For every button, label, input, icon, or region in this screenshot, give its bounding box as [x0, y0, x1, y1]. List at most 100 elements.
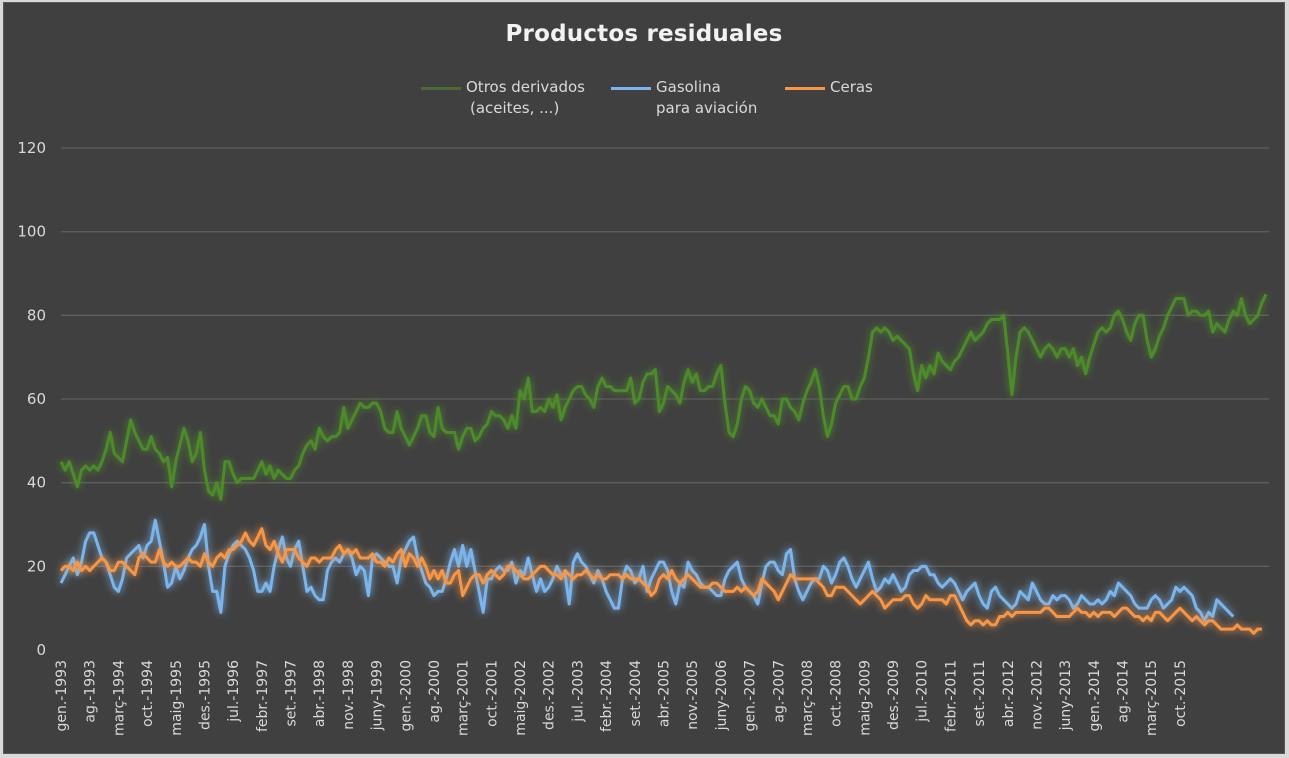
data-point-gasolina-aviacion: [613, 607, 616, 610]
data-point-ceras: [678, 582, 681, 585]
data-point-gasolina-aviacion: [998, 594, 1001, 597]
data-point-otros-derivados: [117, 456, 120, 459]
data-point-ceras: [535, 569, 538, 572]
data-point-otros-derivados: [703, 389, 706, 392]
x-tick-label: juny-1999: [370, 660, 386, 731]
data-point-ceras: [1178, 607, 1181, 610]
data-point-gasolina-aviacion: [834, 573, 837, 576]
legend-label-ceras: Ceras: [830, 78, 873, 96]
data-point-ceras: [580, 573, 583, 576]
data-point-otros-derivados: [416, 427, 419, 430]
data-point-ceras: [1232, 628, 1235, 631]
data-point-otros-derivados: [469, 427, 472, 430]
data-point-ceras: [892, 598, 895, 601]
x-axis-ticks: gen.-1993 ag.-1993 març-1994 oct.-1994 maig-…: [54, 660, 1189, 736]
data-point-ceras: [1117, 611, 1120, 614]
data-point-otros-derivados: [178, 444, 181, 447]
data-point-otros-derivados: [814, 368, 817, 371]
data-point-ceras: [228, 548, 231, 551]
data-point-otros-derivados: [908, 347, 911, 350]
data-point-otros-derivados: [391, 431, 394, 434]
data-point-gasolina-aviacion: [391, 565, 394, 568]
data-point-ceras: [64, 565, 67, 568]
data-point-gasolina-aviacion: [867, 561, 870, 564]
data-point-ceras: [531, 573, 534, 576]
data-point-otros-derivados: [1187, 314, 1190, 317]
data-point-ceras: [941, 598, 944, 601]
data-point-otros-derivados: [576, 385, 579, 388]
data-point-otros-derivados: [613, 389, 616, 392]
data-point-gasolina-aviacion: [596, 569, 599, 572]
data-point-otros-derivados: [551, 406, 554, 409]
data-point-ceras: [379, 561, 382, 564]
data-point-ceras: [875, 594, 878, 597]
data-point-otros-derivados: [1014, 356, 1017, 359]
data-point-otros-derivados: [904, 343, 907, 346]
data-point-gasolina-aviacion: [1166, 602, 1169, 605]
data-point-gasolina-aviacion: [838, 561, 841, 564]
x-tick-label: gen.-2000: [398, 660, 414, 732]
data-point-ceras: [457, 569, 460, 572]
x-tick-label: març-2015: [1144, 660, 1160, 736]
data-point-ceras: [846, 590, 849, 593]
data-point-ceras: [1248, 628, 1251, 631]
data-point-gasolina-aviacion: [1047, 602, 1050, 605]
data-point-otros-derivados: [1072, 347, 1075, 350]
legend-swatch-gasolina: [611, 87, 651, 90]
data-point-otros-derivados: [543, 410, 546, 413]
data-point-otros-derivados: [387, 431, 390, 434]
data-point-otros-derivados: [383, 427, 386, 430]
data-point-ceras: [904, 594, 907, 597]
data-point-gasolina-aviacion: [1096, 598, 1099, 601]
data-point-otros-derivados: [924, 377, 927, 380]
data-point-otros-derivados: [1154, 347, 1157, 350]
data-point-gasolina-aviacion: [666, 569, 669, 572]
data-point-ceras: [527, 577, 530, 580]
data-point-otros-derivados: [1162, 326, 1165, 329]
data-point-otros-derivados: [432, 435, 435, 438]
data-point-gasolina-aviacion: [810, 582, 813, 585]
data-point-ceras: [994, 623, 997, 626]
data-point-otros-derivados: [1137, 314, 1140, 317]
data-point-otros-derivados: [1006, 351, 1009, 354]
data-point-otros-derivados: [437, 406, 440, 409]
data-point-gasolina-aviacion: [80, 561, 83, 564]
data-point-ceras: [125, 565, 128, 568]
data-point-ceras: [588, 573, 591, 576]
data-point-otros-derivados: [695, 372, 698, 375]
data-point-ceras: [437, 577, 440, 580]
data-point-otros-derivados: [244, 477, 247, 480]
data-point-gasolina-aviacion: [182, 569, 185, 572]
data-point-gasolina-aviacion: [1080, 594, 1083, 597]
data-point-gasolina-aviacion: [1055, 598, 1058, 601]
data-point-otros-derivados: [141, 448, 144, 451]
data-point-otros-derivados: [1105, 331, 1108, 334]
data-point-otros-derivados: [408, 444, 411, 447]
data-point-gasolina-aviacion: [166, 586, 169, 589]
data-point-ceras: [207, 561, 210, 564]
data-point-otros-derivados: [797, 418, 800, 421]
x-tick-label: oct.-2008: [829, 660, 845, 727]
data-point-gasolina-aviacion: [305, 590, 308, 593]
data-point-gasolina-aviacion: [330, 561, 333, 564]
y-tick-label: 120: [17, 139, 46, 157]
data-point-otros-derivados: [805, 389, 808, 392]
data-point-gasolina-aviacion: [789, 548, 792, 551]
data-point-otros-derivados: [875, 326, 878, 329]
data-point-gasolina-aviacion: [1051, 594, 1054, 597]
data-point-otros-derivados: [883, 326, 886, 329]
data-point-otros-derivados: [826, 435, 829, 438]
data-point-ceras: [642, 582, 645, 585]
data-point-otros-derivados: [1211, 331, 1214, 334]
data-point-ceras: [547, 569, 550, 572]
x-tick-label: nov.-2012: [1029, 660, 1045, 730]
data-point-ceras: [137, 556, 140, 559]
data-point-gasolina-aviacion: [223, 565, 226, 568]
data-point-ceras: [494, 573, 497, 576]
data-point-ceras: [707, 586, 710, 589]
data-point-otros-derivados: [723, 402, 726, 405]
data-point-gasolina-aviacion: [728, 569, 731, 572]
x-tick-label: febr.-1997: [255, 660, 271, 732]
data-point-otros-derivados: [621, 389, 624, 392]
data-point-ceras: [1207, 619, 1210, 622]
